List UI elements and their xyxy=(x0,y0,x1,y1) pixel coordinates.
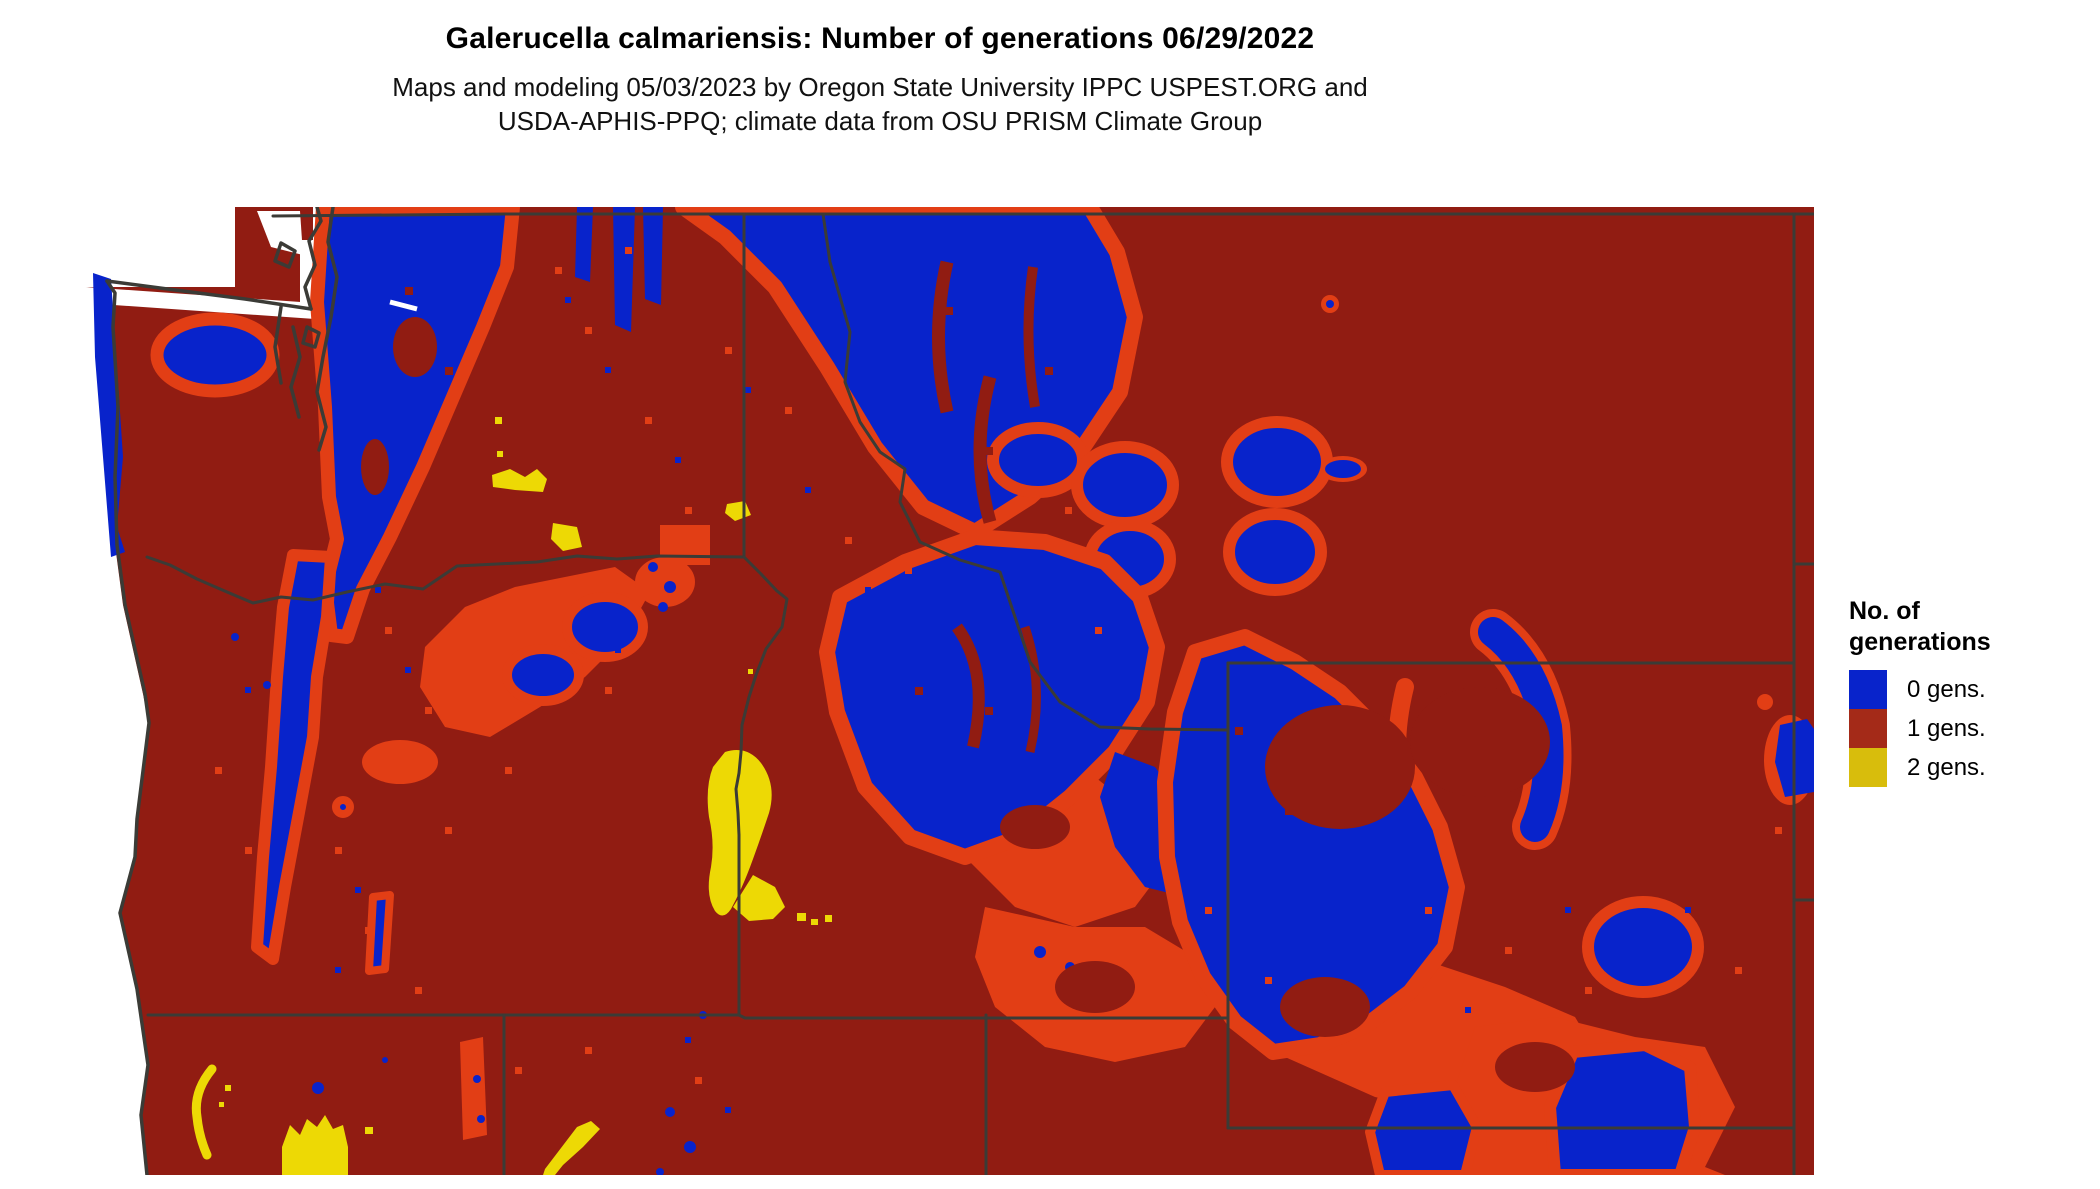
map-layer-state-borders xyxy=(145,212,1814,1175)
map-canvas xyxy=(85,207,1814,1175)
map-layer-coastline xyxy=(105,207,418,1175)
legend-label-1-gens: 1 gens. xyxy=(1907,714,1986,742)
page-title: Galerucella calmariensis: Number of gene… xyxy=(445,22,1315,55)
map-layer-red-valleys xyxy=(361,260,1575,1092)
subtitle: Maps and modeling 05/03/2023 by Oregon S… xyxy=(0,70,1760,138)
legend-swatch-0-gens xyxy=(1849,670,1887,709)
legend: No. of generations 0 gens. 1 gens. 2 gen… xyxy=(1849,596,2089,787)
legend-label-0-gens: 0 gens. xyxy=(1907,675,1986,703)
legend-title-line-2: generations xyxy=(1849,628,1991,656)
subtitle-line-1: Maps and modeling 05/03/2023 by Oregon S… xyxy=(392,72,1368,102)
map-layer-speckles xyxy=(215,247,1782,1113)
legend-title-line-1: No. of xyxy=(1849,597,1920,625)
map-layer-yellow-regions xyxy=(191,417,832,1175)
legend-row-1-gens: 1 gens. xyxy=(1849,709,2089,748)
subtitle-line-2: USDA-APHIS-PPQ; climate data from OSU PR… xyxy=(497,106,1263,136)
legend-swatch-2-gens xyxy=(1849,748,1887,787)
legend-label-2-gens: 2 gens. xyxy=(1907,753,1986,781)
legend-swatch-1-gens xyxy=(1849,709,1887,748)
legend-row-2-gens: 2 gens. xyxy=(1849,748,2089,787)
legend-row-0-gens: 0 gens. xyxy=(1849,670,2089,709)
legend-items: 0 gens. 1 gens. 2 gens. xyxy=(1849,670,2089,787)
legend-title: No. of generations xyxy=(1849,596,2089,658)
lake-chelan xyxy=(389,299,418,312)
pnw-generations-map xyxy=(85,207,1814,1175)
